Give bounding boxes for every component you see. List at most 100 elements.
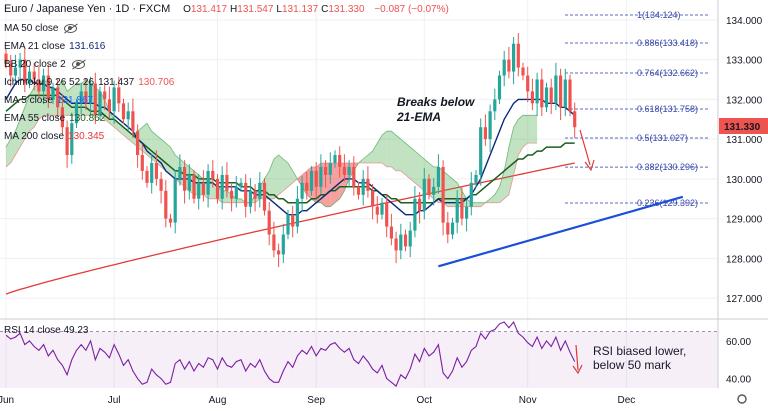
candle-body <box>27 71 32 84</box>
candle-body <box>309 170 314 191</box>
candle <box>89 76 93 117</box>
candle <box>502 50 506 87</box>
candle <box>356 182 361 200</box>
eye-off-icon[interactable] <box>71 59 85 69</box>
cloud-segment <box>81 79 86 116</box>
candle <box>277 243 281 268</box>
candle-body <box>497 75 502 100</box>
candle-body <box>79 91 83 104</box>
candle <box>192 170 196 204</box>
candle <box>507 46 511 79</box>
candle-body <box>342 166 346 175</box>
candle <box>305 172 309 200</box>
rsi-line <box>5 320 576 387</box>
candle <box>23 48 27 93</box>
arrow-head <box>584 159 595 172</box>
candle <box>18 52 22 81</box>
candle-body <box>267 210 271 235</box>
candle-body <box>512 43 516 72</box>
cloud-segment <box>24 95 30 140</box>
candle-body <box>474 174 478 183</box>
candle <box>79 82 83 115</box>
indicator-value: 130.862 <box>69 113 106 124</box>
candle <box>559 68 563 121</box>
candle-body <box>46 75 50 100</box>
cloud-segment <box>504 147 509 199</box>
cloud-segment <box>405 143 411 179</box>
indicator-label: Ichimoku 9 26 52 26 <box>4 77 95 88</box>
candle <box>573 102 577 138</box>
candle-body <box>291 214 295 227</box>
candle-body <box>230 190 234 199</box>
indicator-label: EMA 21 close <box>4 41 66 52</box>
candle <box>422 168 426 220</box>
candle <box>56 78 60 119</box>
indicator-value: 131.867 <box>56 95 94 106</box>
candle <box>201 170 205 202</box>
candle <box>258 172 262 208</box>
candle-body <box>563 79 567 108</box>
change-value: −0.087 (−0.07%) <box>374 4 449 15</box>
candle-body <box>220 174 224 199</box>
candle-body <box>168 218 173 223</box>
candle <box>526 66 530 103</box>
cloud-segment <box>513 119 519 175</box>
y-tick-label: 132.000 <box>726 95 763 106</box>
indicator-4[interactable]: MA 5 close 131.867 <box>4 92 93 110</box>
eye-off-icon[interactable] <box>64 23 78 33</box>
candle-body <box>399 234 403 251</box>
candle-body <box>375 206 379 215</box>
candle-body <box>328 162 332 175</box>
candle-body <box>295 198 299 227</box>
indicator-6[interactable]: MA 200 close 130.345 <box>4 128 104 146</box>
indicator-0[interactable]: MA 50 close <box>4 20 78 38</box>
candle <box>136 124 140 168</box>
candle <box>286 209 290 240</box>
candle-body <box>479 127 483 175</box>
candle-body <box>112 87 116 112</box>
cloud-segment <box>6 139 11 167</box>
candle-body <box>455 198 459 223</box>
y-tick-label: 129.000 <box>726 215 763 226</box>
cloud-segment <box>382 131 387 167</box>
candle-body <box>84 91 88 104</box>
candle-body <box>319 166 323 187</box>
candle <box>32 62 36 91</box>
candle <box>197 174 201 210</box>
symbol-title[interactable]: Euro / Japanese Yen · 1D · FXCM <box>4 3 171 15</box>
candle-body <box>13 67 17 76</box>
candle <box>512 36 516 85</box>
senkou-b-line <box>5 114 538 208</box>
indicator-5[interactable]: EMA 55 close 130.862 <box>4 110 105 128</box>
candle-body <box>145 170 149 183</box>
candle <box>107 86 111 119</box>
candle-body <box>248 190 252 207</box>
candle-body <box>361 178 365 195</box>
support-trendline <box>438 195 684 268</box>
fib-label: 0.5(131.027) <box>637 133 688 143</box>
x-tick-label: Oct <box>417 395 433 406</box>
candle-body <box>394 238 398 251</box>
candle <box>436 154 440 194</box>
candle-body <box>51 87 55 100</box>
rsi-pane: RSI 14 close 49.23 <box>0 320 718 388</box>
indicator-1[interactable]: EMA 21 close 131.616 <box>4 38 105 56</box>
gear-icon[interactable] <box>737 394 747 404</box>
candle <box>403 229 408 252</box>
candles <box>4 32 577 268</box>
indicator-3[interactable]: Ichimoku 9 26 52 26 131.437 130.706 <box>4 74 174 92</box>
candle <box>253 184 257 212</box>
rsi-band <box>0 331 718 388</box>
candle-body <box>436 166 440 187</box>
cloud-segment <box>377 135 382 163</box>
candle <box>173 170 177 234</box>
candle-body <box>23 59 27 84</box>
candle <box>375 195 379 224</box>
y-tick-label: 133.000 <box>726 56 763 67</box>
candle-body <box>573 111 577 128</box>
indicator-2[interactable]: BB 20 close 2 <box>4 56 85 74</box>
candle <box>338 146 342 178</box>
ma200-layer <box>5 162 575 295</box>
candle-body <box>568 79 572 112</box>
